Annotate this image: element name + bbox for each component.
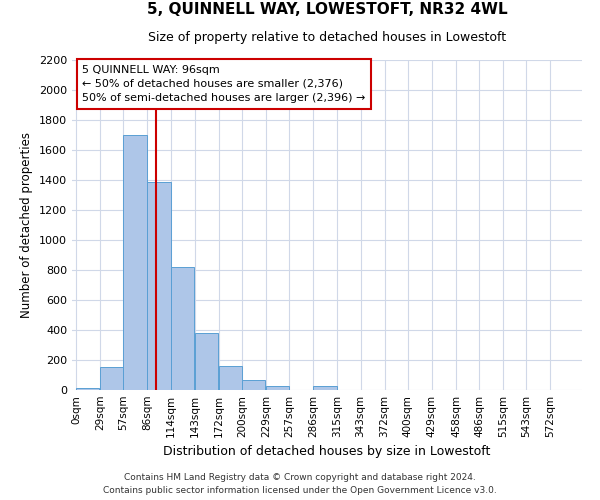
Bar <box>195 333 218 390</box>
Text: Contains HM Land Registry data © Crown copyright and database right 2024.
Contai: Contains HM Land Registry data © Crown c… <box>103 474 497 495</box>
Bar <box>313 386 337 390</box>
Text: Size of property relative to detached houses in Lowestoft: Size of property relative to detached ho… <box>148 30 506 44</box>
Bar <box>76 388 100 390</box>
Y-axis label: Number of detached properties: Number of detached properties <box>20 132 34 318</box>
Bar <box>219 366 242 390</box>
Text: 5, QUINNELL WAY, LOWESTOFT, NR32 4WL: 5, QUINNELL WAY, LOWESTOFT, NR32 4WL <box>146 2 508 17</box>
Bar <box>100 367 124 390</box>
Text: 5 QUINNELL WAY: 96sqm
← 50% of detached houses are smaller (2,376)
50% of semi-d: 5 QUINNELL WAY: 96sqm ← 50% of detached … <box>82 65 365 103</box>
Bar <box>242 380 265 390</box>
Bar <box>170 267 194 390</box>
Bar <box>266 386 289 390</box>
Bar <box>148 182 170 390</box>
Bar <box>124 135 146 390</box>
X-axis label: Distribution of detached houses by size in Lowestoft: Distribution of detached houses by size … <box>163 446 491 458</box>
